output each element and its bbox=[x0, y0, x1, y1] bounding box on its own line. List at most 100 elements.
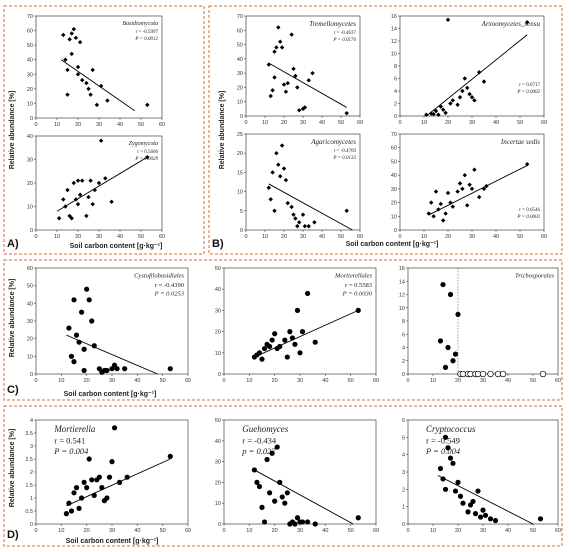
x-tick-label: 40 bbox=[319, 120, 325, 126]
data-point bbox=[96, 474, 102, 480]
data-point bbox=[65, 187, 70, 193]
chart-title: Mortierella bbox=[53, 424, 96, 434]
y-tick-label: 1 bbox=[402, 505, 405, 511]
data-point bbox=[426, 211, 431, 216]
data-point bbox=[284, 354, 290, 360]
x-tick-label: 0 bbox=[244, 234, 247, 240]
data-point bbox=[84, 80, 89, 86]
data-point bbox=[291, 66, 296, 72]
data-point bbox=[106, 474, 113, 480]
stat-r-value: r = 0.6717 bbox=[519, 83, 540, 88]
stat-p-value: p = 0.027 bbox=[241, 446, 276, 456]
x-tick-label: 20 bbox=[272, 378, 278, 384]
stat-r-value: r = -0.4390 bbox=[155, 282, 184, 289]
x-tick-label: 60 bbox=[541, 234, 547, 240]
data-point bbox=[276, 162, 281, 167]
data-point bbox=[293, 216, 298, 221]
y-tick-label: 0 bbox=[402, 372, 405, 378]
data-point bbox=[266, 62, 271, 67]
data-point bbox=[289, 204, 294, 210]
data-point bbox=[481, 186, 487, 192]
stat-r-value: r = 0.5583 bbox=[345, 282, 372, 289]
stat-p-value: P = 0.004 bbox=[53, 446, 89, 456]
data-point bbox=[292, 341, 298, 347]
data-point bbox=[122, 366, 128, 372]
data-point bbox=[269, 450, 275, 456]
x-tick-label: 50 bbox=[138, 234, 144, 240]
data-point bbox=[469, 186, 475, 192]
data-point bbox=[457, 493, 464, 499]
data-point bbox=[91, 343, 97, 349]
data-point bbox=[77, 192, 83, 197]
data-point bbox=[470, 498, 476, 505]
data-point bbox=[63, 57, 68, 62]
data-point bbox=[438, 104, 443, 109]
data-point bbox=[251, 467, 257, 473]
x-tick-label: 10 bbox=[262, 120, 268, 126]
data-point bbox=[96, 180, 102, 186]
data-point bbox=[282, 337, 288, 343]
y-tick-label: 0 bbox=[402, 522, 405, 528]
y-tick-label: 6 bbox=[394, 77, 397, 83]
trend-line bbox=[60, 59, 135, 112]
x-tick-label: 0 bbox=[34, 122, 37, 128]
data-point bbox=[67, 37, 72, 42]
data-point bbox=[73, 197, 79, 202]
x-tick-label: 50 bbox=[530, 528, 536, 534]
data-point bbox=[114, 366, 120, 372]
group-d-frame bbox=[3, 405, 563, 547]
data-point bbox=[98, 83, 104, 89]
data-point bbox=[436, 207, 441, 212]
data-point bbox=[86, 194, 91, 200]
y-axis-label-a: Relative abundance [%] bbox=[9, 91, 16, 170]
data-point bbox=[465, 509, 471, 515]
x-axis-label-b: Soil carbon content [g·kg⁻¹] bbox=[346, 241, 439, 248]
x-tick-label: 40 bbox=[117, 122, 123, 128]
data-point bbox=[294, 515, 301, 521]
data-point bbox=[448, 200, 453, 205]
data-point bbox=[281, 82, 287, 87]
data-point bbox=[268, 93, 273, 99]
data-point bbox=[525, 161, 530, 167]
y-tick-label: 60 bbox=[237, 28, 243, 34]
trend-line bbox=[268, 183, 353, 231]
x-tick-label: 10 bbox=[246, 378, 252, 384]
plot-guehomyces: 0 10 20 30 40 50 60 0 10 20 30 40 50 Guehomyces r = -0… bbox=[215, 418, 379, 534]
chart-title: Guehomyces bbox=[242, 424, 288, 434]
data-point bbox=[71, 359, 77, 365]
data-point bbox=[312, 521, 318, 527]
data-point bbox=[283, 89, 289, 94]
y-tick-label: 2 bbox=[402, 359, 405, 365]
data-point bbox=[269, 337, 275, 343]
data-point bbox=[487, 516, 494, 522]
x-tick-label: 50 bbox=[517, 234, 523, 240]
x-tick-label: 10 bbox=[246, 528, 252, 534]
panel-label-d: D) bbox=[7, 529, 19, 541]
stat-p-value: P = 0.0030 bbox=[342, 291, 373, 298]
chart-title: Cryptococcus bbox=[426, 424, 476, 434]
x-tick-label: 50 bbox=[338, 120, 344, 126]
data-point bbox=[441, 107, 446, 112]
data-point bbox=[477, 194, 482, 200]
data-point bbox=[525, 20, 530, 25]
data-point bbox=[274, 45, 279, 50]
chart-title: Zygomycota bbox=[129, 141, 158, 147]
data-point bbox=[440, 476, 446, 482]
data-point bbox=[279, 143, 285, 148]
y-tick-label: 20 bbox=[27, 181, 33, 187]
data-point bbox=[305, 519, 311, 525]
x-tick-label: 30 bbox=[297, 528, 303, 534]
y-tick-label: 0 bbox=[30, 522, 33, 528]
y-tick-label: 70 bbox=[391, 132, 397, 138]
data-point bbox=[306, 223, 311, 229]
y-tick-label: 12 bbox=[399, 293, 405, 299]
x-tick-label: 30 bbox=[109, 528, 115, 534]
data-point bbox=[442, 486, 449, 492]
x-tick-label: 60 bbox=[357, 120, 363, 126]
y-tick-label: 2 bbox=[394, 102, 397, 108]
y-tick-label: 60 bbox=[27, 266, 33, 272]
data-point bbox=[81, 479, 87, 485]
data-point bbox=[294, 307, 301, 313]
y-tick-label: 10 bbox=[237, 190, 243, 196]
data-point bbox=[75, 201, 81, 207]
